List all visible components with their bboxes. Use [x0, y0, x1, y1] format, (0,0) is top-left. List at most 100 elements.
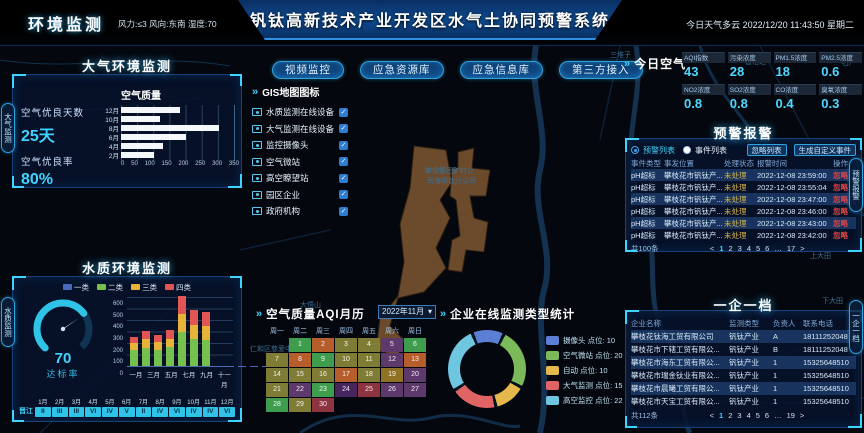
page-number[interactable]: 6	[764, 411, 770, 420]
page-prev[interactable]: <	[709, 411, 715, 420]
map-button-应急资源库[interactable]: 应急资源库	[360, 61, 444, 79]
air-x-tick: 50	[131, 161, 138, 167]
layer-checkbox[interactable]: ✓	[339, 140, 348, 150]
calendar-day-cell: 19	[381, 368, 403, 382]
enterprise-cell: 钒钛产业	[729, 345, 759, 354]
legend-swatch	[546, 396, 559, 405]
page-number[interactable]: 17	[786, 244, 796, 253]
page-number[interactable]: 6	[765, 244, 770, 253]
page-number[interactable]: 4	[746, 244, 751, 253]
river-month-label: 5月	[105, 400, 115, 406]
map-button-视频监控[interactable]: 视频监控	[272, 61, 344, 79]
enterprise-table-row[interactable]: 攀枝花市下辖工贸有限公... 钒钛产业 B 18111252048	[631, 343, 856, 356]
month-select-dropdown[interactable]: 2022年11月 ▾	[378, 305, 436, 319]
page-number[interactable]: 2	[728, 411, 733, 420]
alarm-table-row[interactable]: pH超标 攀枝花市钒钛产... 未处理 2022-12-08 23:43:00 忽略	[631, 217, 856, 229]
radio-事件列表[interactable]	[683, 146, 691, 154]
page-prev[interactable]: <	[709, 244, 715, 253]
page-number[interactable]: 1	[719, 244, 724, 253]
air-panel: 空气优良天数 25天 空气优良率 80% 空气质量 12月 10月 8月 6月 4月 2月…	[12, 74, 242, 188]
edge-tab-alarm[interactable]: 预警报警	[849, 158, 863, 212]
gis-layer-item[interactable]: 大气监测在线设备 ✓	[252, 121, 348, 138]
air-bar-row: 8月	[105, 123, 237, 133]
air-metric: PM2.5浓度 0.6	[819, 52, 862, 79]
layer-label: 水质监测在线设备	[266, 107, 335, 118]
page-number[interactable]: 19	[786, 411, 795, 420]
layer-checkbox[interactable]: ✓	[339, 190, 348, 200]
alarm-table-row[interactable]: pH超标 攀枝花市钒钛产... 未处理 2022-12-08 23:42:00 忽略	[631, 229, 856, 241]
alarm-table-row[interactable]: pH超标 攀枝花市钒钛产... 未处理 2022-12-08 23:55:04 忽略	[631, 181, 856, 193]
action-button-忽略列表[interactable]: 忽略列表	[746, 144, 787, 156]
enterprise-cell: 攀枝花市晨曦工贸有限公...	[631, 384, 720, 393]
radio-预警列表[interactable]	[631, 146, 639, 154]
enterprise-table-row[interactable]: 攀枝花市海东工贸有限公... 钒钛产业 1 15325648510	[631, 356, 856, 369]
page-number[interactable]: 4	[746, 411, 751, 420]
alarm-pagination: <1 2 3 4 5 6 … 17 >	[659, 244, 856, 253]
air-x-tick: 200	[178, 161, 189, 167]
enterprise-table-row[interactable]: 攀枝花市晨曦工贸有限公... 钒钛产业 1 15325648510	[631, 382, 856, 395]
ignore-action[interactable]: 忽略	[833, 170, 848, 180]
calendar-weekday: 周三	[316, 328, 330, 335]
edge-tab-air[interactable]: 大气监测	[1, 103, 15, 153]
air-metric: CO浓度 0.4	[773, 84, 817, 111]
ignore-action[interactable]: 忽略	[833, 182, 848, 192]
ignore-action[interactable]: 忽略	[833, 230, 848, 240]
air-stats: 空气优良天数 25天 空气优良率 80%	[21, 81, 105, 188]
page-number[interactable]: 5	[756, 244, 761, 253]
map-button-应急信息库[interactable]: 应急信息库	[459, 61, 543, 79]
page-number[interactable]: …	[774, 244, 782, 253]
alarm-cell: 2022-12-08 23:47:00	[757, 194, 827, 204]
enterprise-cell: 钒钛产业	[729, 371, 759, 380]
page-number[interactable]: 3	[737, 411, 742, 420]
calendar-weekday: 周六	[385, 328, 399, 335]
alarm-table-row[interactable]: pH超标 攀枝花市钒钛产... 未处理 2022-12-08 23:46:00 忽略	[631, 205, 856, 217]
page-next[interactable]: >	[799, 411, 805, 420]
legend-item: 大气监测 点位: 15	[546, 378, 623, 393]
water-bar-segment	[202, 326, 210, 341]
ignore-action[interactable]: 忽略	[833, 218, 848, 228]
gis-layer-item[interactable]: 空气微站 ✓	[252, 154, 348, 171]
gis-layer-item[interactable]: 园区企业 ✓	[252, 187, 348, 204]
water-month-column	[190, 310, 198, 366]
ignore-action[interactable]: 忽略	[833, 194, 848, 204]
air-bar-category: 2月	[108, 152, 119, 160]
gis-layer-item[interactable]: 监控摄像头 ✓	[252, 137, 348, 154]
calendar-day-cell: 13	[404, 353, 426, 367]
air-bar-category: 10月	[105, 116, 119, 124]
enterprise-col-header: 联系电话	[803, 318, 833, 328]
gis-layer-item[interactable]: 水质监测在线设备 ✓	[252, 104, 348, 121]
layer-checkbox[interactable]: ✓	[339, 206, 348, 216]
river-grade-value: II	[35, 407, 51, 417]
calendar-day-cell: 25	[358, 383, 380, 397]
layer-checkbox[interactable]: ✓	[339, 107, 348, 117]
water-bar-segment	[190, 339, 198, 366]
enterprise-table-row[interactable]: 攀枝花市天宝工贸有限公... 钒钛产业 1 15325648510	[631, 395, 856, 408]
gis-layer-item[interactable]: 高空瞭望站 ✓	[252, 170, 348, 187]
enterprise-table-row[interactable]: 攀枝花钛海工贸有限公司 钒钛产业 A 18111252048	[631, 330, 856, 343]
river-month-label: 2月	[54, 400, 65, 406]
map-button-第三方接入[interactable]: 第三方接入	[559, 61, 643, 79]
layer-checkbox[interactable]: ✓	[339, 124, 348, 134]
layer-checkbox[interactable]: ✓	[339, 157, 348, 167]
water-legend-item: 三类	[131, 282, 157, 293]
water-bar-segment	[166, 338, 174, 348]
map-place-label: 下大田	[822, 298, 843, 305]
edge-tab-water[interactable]: 水质监测	[1, 297, 15, 347]
gis-layer-item[interactable]: 政府机构 ✓	[252, 203, 348, 220]
page-number[interactable]: 2	[728, 244, 733, 253]
page-number[interactable]: 5	[755, 411, 760, 420]
alarm-table-row[interactable]: pH超标 攀枝花市钒钛产... 未处理 2022-12-08 23:47:00 忽略	[631, 193, 856, 205]
page-number[interactable]: 1	[719, 411, 724, 420]
enterprise-table-row[interactable]: 攀枝花市瑞金钛业有限公... 钒钛产业 1 15325648510	[631, 369, 856, 382]
ignore-action[interactable]: 忽略	[833, 206, 848, 216]
edge-tab-enterprise[interactable]: 一企一档	[849, 300, 863, 354]
layer-checkbox[interactable]: ✓	[339, 173, 348, 183]
page-number[interactable]: 3	[737, 244, 742, 253]
page-number[interactable]: …	[774, 411, 782, 420]
page-next[interactable]: >	[800, 244, 805, 253]
legend-item: 空气微站 点位: 20	[546, 348, 623, 363]
action-button-生成自定义事件[interactable]: 生成自定义事件	[793, 144, 856, 156]
river-grade-value: II	[135, 407, 152, 417]
map-place-label: 上大田	[810, 253, 831, 260]
alarm-table-row[interactable]: pH超标 攀枝花市钒钛产... 未处理 2022-12-08 23:59:00 忽略	[631, 169, 856, 181]
